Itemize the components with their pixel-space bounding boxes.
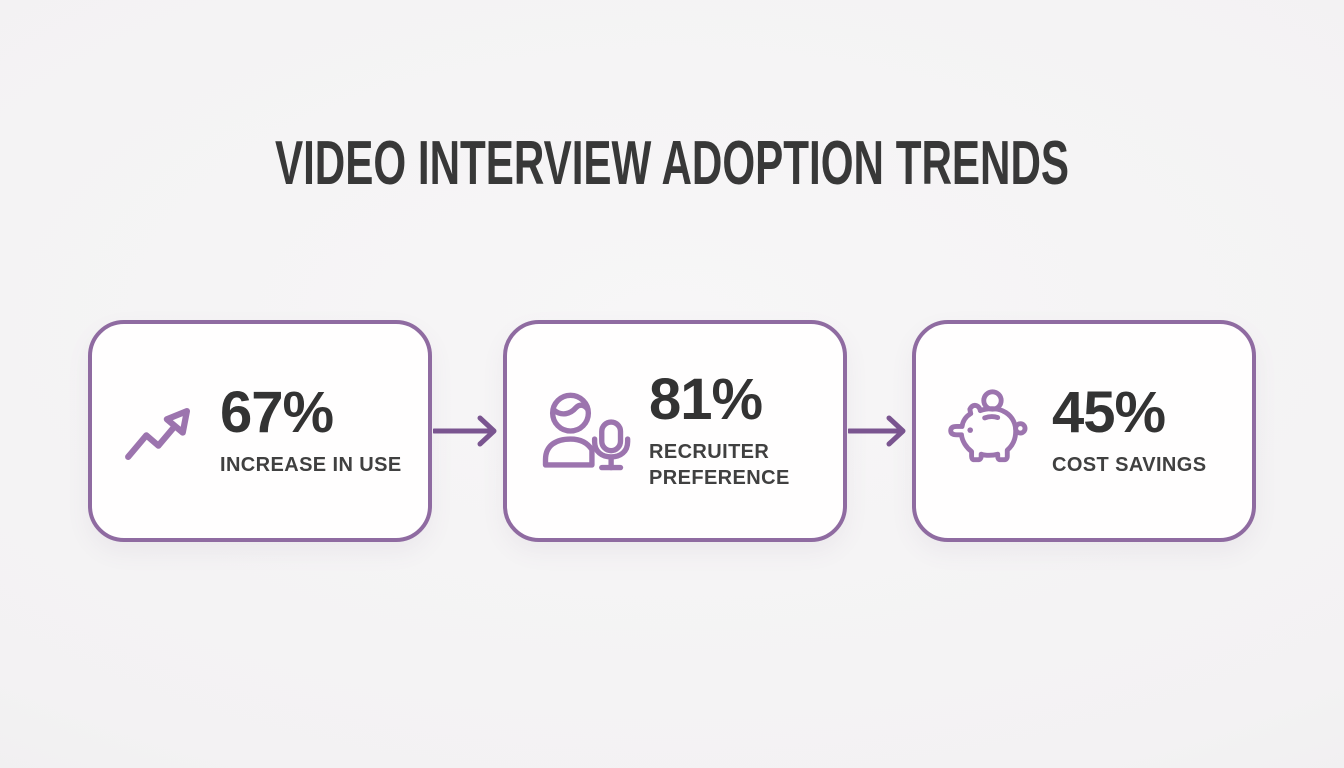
stat-card-increase-in-use: 67% INCREASE IN USE: [88, 320, 432, 542]
connector-gap: [847, 320, 912, 542]
stat-label: INCREASE IN USE: [220, 454, 402, 476]
stat-card-recruiter-preference: 81% RECRUITER PREFERENCE: [503, 320, 847, 542]
stat-text-block: 81% RECRUITER PREFERENCE: [649, 371, 790, 491]
arrow-right-icon: [432, 411, 503, 451]
piggy-bank-icon: [942, 389, 1036, 473]
stat-text-block: 67% INCREASE IN USE: [220, 384, 402, 478]
stat-card-cost-savings: 45% COST SAVINGS: [912, 320, 1256, 542]
stat-value: 45%: [1052, 380, 1166, 445]
trending-up-icon: [118, 393, 204, 469]
stat-text-block: 45% COST SAVINGS: [1052, 384, 1206, 478]
stats-row: 67% INCREASE IN USE: [88, 320, 1256, 542]
stat-label: COST SAVINGS: [1052, 454, 1207, 476]
stat-value: 67%: [220, 380, 334, 445]
recruiter-microphone-icon: [533, 386, 633, 476]
stat-label: RECRUITER PREFERENCE: [649, 441, 790, 489]
connector-gap: [432, 320, 503, 542]
page-title: VIDEO INTERVIEW ADOPTION TRENDS: [274, 129, 1070, 198]
stat-value: 81%: [649, 367, 763, 432]
arrow-right-icon: [847, 411, 912, 451]
